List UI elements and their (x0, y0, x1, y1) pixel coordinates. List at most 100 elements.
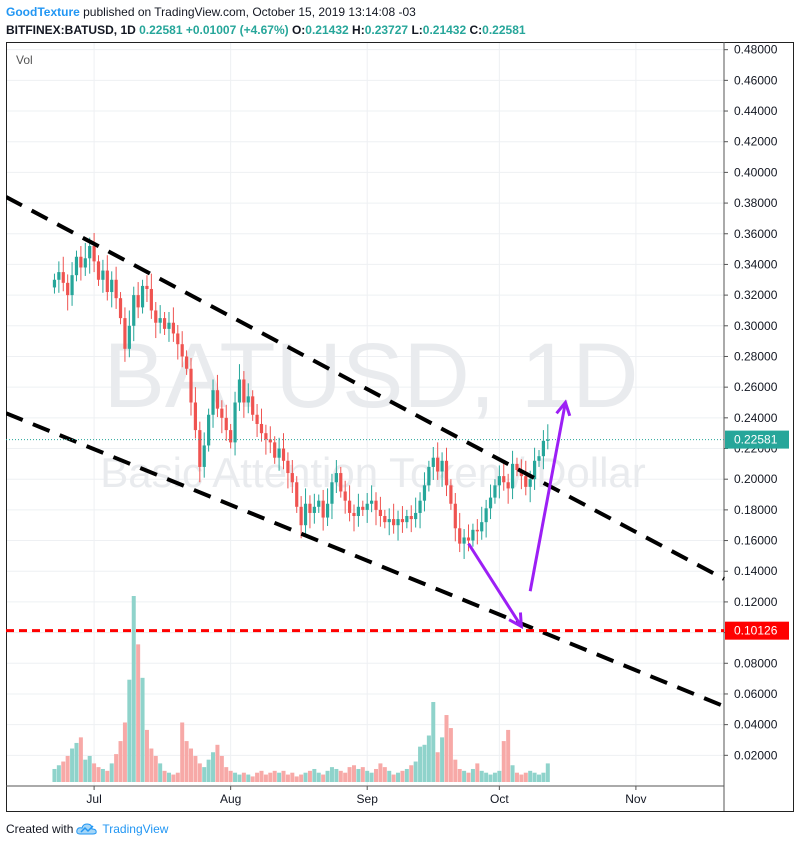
candle-body (427, 466, 431, 486)
volume-bar (369, 772, 374, 782)
volume-bar (233, 772, 238, 782)
volume-bar (272, 770, 277, 782)
volume-bar (492, 772, 497, 782)
volume-bar (497, 770, 502, 782)
symbol-label: BITFINEX:BATUSD, 1D (6, 23, 136, 37)
author-link[interactable]: GoodTexture (6, 5, 80, 19)
volume-bar (351, 765, 356, 782)
candle-body (480, 522, 484, 532)
open-value: 0.21432 (305, 23, 349, 37)
volume-bar (316, 772, 321, 782)
volume-bar (400, 770, 405, 782)
volume-bar (519, 774, 524, 782)
volume-bar (312, 768, 317, 782)
support-price-tag: 0.10126 (734, 624, 778, 638)
volume-bar (109, 763, 114, 782)
candle-body (325, 503, 330, 518)
volume-bar (149, 748, 154, 782)
high-label: H: (352, 23, 365, 37)
candle-body (422, 485, 427, 501)
x-tick-label: Sep (357, 792, 379, 806)
candle-body (352, 512, 356, 517)
volume-bar (343, 772, 348, 782)
chart-border (6, 42, 794, 812)
candle-body (471, 529, 475, 541)
volume-bar (479, 770, 484, 782)
candle-body (308, 503, 312, 513)
volume-bar (365, 770, 370, 782)
candle-body (339, 473, 343, 492)
arrow-up[interactable] (528, 402, 567, 592)
candle-body (466, 537, 471, 541)
volume-bar (140, 677, 145, 782)
volume-bar (387, 770, 392, 782)
y-tick-label: 0.14000 (734, 564, 778, 578)
volume-bar (382, 767, 387, 782)
volume-bar (462, 770, 467, 782)
candle-body (132, 295, 136, 326)
volume-bar (510, 765, 515, 782)
volume-bar (290, 772, 295, 782)
volume-bar (457, 768, 462, 782)
volume-bar (396, 772, 401, 782)
candle-body (414, 512, 418, 520)
candle-body (202, 445, 206, 467)
y-tick-label: 0.42000 (734, 135, 778, 149)
tradingview-logo-icon[interactable] (76, 822, 98, 836)
volume-bar (255, 772, 260, 782)
volume-bar (100, 768, 105, 782)
candle-body (251, 396, 255, 415)
candle-body (510, 463, 515, 489)
volume-bar (541, 772, 546, 782)
candle-body (176, 333, 180, 345)
tradingview-link[interactable]: TradingView (102, 822, 169, 836)
candle-body (140, 285, 145, 308)
candle-body (330, 482, 334, 504)
trendline-upper[interactable] (6, 195, 725, 581)
candle-body (440, 460, 444, 472)
candle-body (180, 344, 184, 357)
volume-bar (435, 752, 440, 782)
open-label: O: (291, 23, 306, 37)
candle-body (127, 325, 131, 349)
candle-body (246, 396, 250, 403)
candle-body (462, 537, 466, 544)
trendline-lower[interactable] (6, 411, 725, 709)
candle-body (79, 256, 83, 268)
volume-bar (87, 755, 92, 782)
volume-bar (162, 770, 167, 782)
volume-bar (193, 755, 198, 782)
volume-bar (536, 774, 541, 782)
last-price-tag-bg (725, 430, 789, 449)
volume-bar (528, 770, 533, 782)
y-tick-label: 0.08000 (734, 656, 778, 670)
candle-body (488, 497, 493, 509)
volume-bar (122, 722, 127, 782)
price-chart[interactable]: 0.48000 0.46000 0.44000 0.42000 0.40000 0.380… (6, 42, 794, 812)
y-tick-label: 0.32000 (734, 288, 778, 302)
candle-body (167, 322, 171, 329)
chart-area[interactable]: 0.48000 0.46000 0.44000 0.42000 0.40000 0.380… (6, 42, 794, 812)
candle-body (365, 503, 369, 510)
candle-body (211, 390, 215, 415)
arrow-down[interactable] (467, 542, 523, 628)
volume-bar (532, 772, 537, 782)
volume-bar (74, 742, 79, 782)
volume-bar (153, 755, 158, 782)
volume-bar (444, 715, 449, 782)
candle-body (237, 379, 242, 403)
candle-body (405, 516, 409, 523)
volume-bar (506, 729, 511, 782)
y-tick-label: 0.34000 (734, 257, 778, 271)
candle-body (286, 460, 290, 474)
volume-bar (92, 763, 97, 782)
volume-label: Vol (16, 53, 33, 67)
candle-body (83, 258, 87, 268)
volume-bar (70, 748, 75, 782)
candle-body (418, 500, 422, 513)
volume-bar (329, 767, 334, 782)
candle-body (392, 519, 396, 526)
candle-body (347, 500, 352, 513)
volume-bar (321, 774, 326, 782)
candle-body (123, 318, 127, 349)
